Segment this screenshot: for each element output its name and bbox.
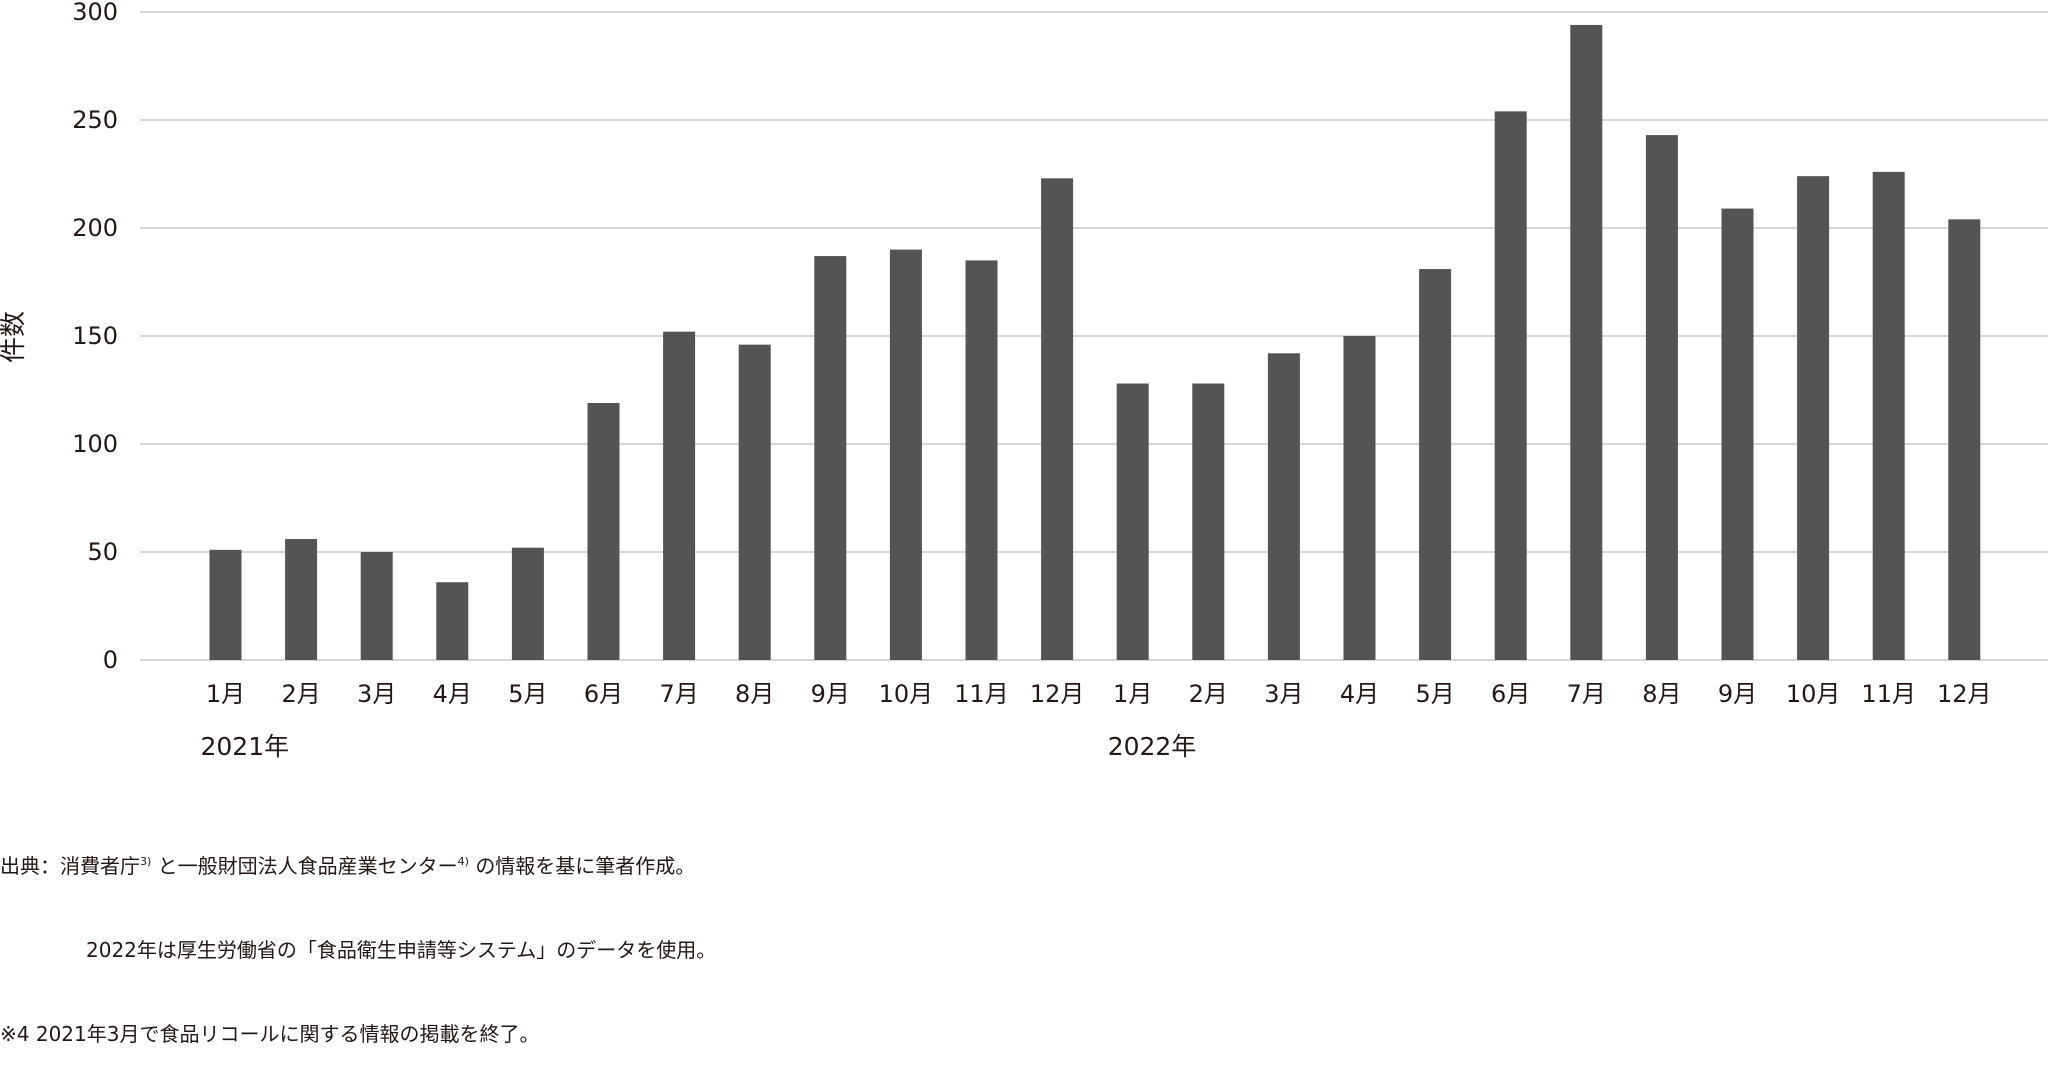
bar xyxy=(814,256,847,660)
x-tick-label: 7月 xyxy=(1567,680,1606,708)
note-line-recall-end: ※4 2021年3月で食品リコールに関する情報の掲載を終了。 xyxy=(0,1022,540,1046)
y-tick-label: 50 xyxy=(87,538,118,566)
x-tick-label: 1月 xyxy=(1113,680,1152,708)
bar xyxy=(1267,353,1300,660)
x-tick-label: 8月 xyxy=(735,680,774,708)
x-tick-label: 9月 xyxy=(1718,680,1757,708)
note-ref-3: 3) xyxy=(140,855,152,868)
x-tick-label: 11月 xyxy=(1861,680,1916,708)
y-tick-label: 300 xyxy=(72,0,118,26)
bar xyxy=(1570,24,1603,660)
bar xyxy=(587,402,620,660)
source-notes: 出典：消費者庁3) と一般財団法人食品産業センター4) の情報を基に筆者作成。 … xyxy=(0,796,716,1076)
bar xyxy=(889,249,922,660)
bar xyxy=(360,552,393,660)
note-source: 出典：消費者庁3) と一般財団法人食品産業センター4) の情報を基に筆者作成。 xyxy=(0,852,716,880)
x-tick-label: 8月 xyxy=(1642,680,1681,708)
x-tick-label: 5月 xyxy=(1415,680,1454,708)
year-labels: 2021年 2022年 xyxy=(201,732,1197,761)
x-tick-label: 10月 xyxy=(1786,680,1841,708)
bar xyxy=(1645,135,1678,660)
x-tick-label: 2月 xyxy=(1189,680,1228,708)
x-tick-label: 12月 xyxy=(1030,680,1085,708)
bar xyxy=(1494,111,1527,661)
x-tick-label: 3月 xyxy=(1264,680,1303,708)
x-tick-label: 11月 xyxy=(954,680,1009,708)
bar xyxy=(1343,336,1376,660)
y-axis-label: 件数 xyxy=(0,311,29,363)
x-tick-label: 12月 xyxy=(1937,680,1992,708)
x-axis-ticks: 1月 2月 3月 4月 5月 6月 7月 8月 9月 10月 11月 12月 1月 2月 3月 4月 5月 6月 7… xyxy=(206,680,1992,708)
bar xyxy=(1797,176,1830,660)
x-tick-label: 6月 xyxy=(584,680,623,708)
bar xyxy=(1721,208,1754,660)
note-ref-4: 4) xyxy=(457,855,469,868)
bars xyxy=(209,24,1981,661)
note-line-2022: 2022年は厚生労働省の「食品衛生申請等システム」のデータを使用。 xyxy=(86,938,717,962)
bar-chart: 0 50 100 150 200 250 300 1月 2月 3月 4月 5月 6月 7月 8月 9月 10月… xyxy=(0,0,2048,761)
note-source-prefix: 出典：消費者庁 xyxy=(0,854,140,878)
x-tick-label: 7月 xyxy=(659,680,698,708)
bar xyxy=(663,331,696,660)
year-label: 2021年 xyxy=(201,732,290,761)
y-tick-label: 0 xyxy=(103,646,118,674)
x-tick-label: 5月 xyxy=(508,680,547,708)
x-tick-label: 4月 xyxy=(433,680,472,708)
bar xyxy=(1948,219,1981,661)
bar xyxy=(965,260,998,660)
bar xyxy=(436,582,469,660)
y-tick-label: 200 xyxy=(72,214,118,242)
bar xyxy=(1419,269,1452,660)
bar xyxy=(1192,383,1225,660)
x-tick-label: 9月 xyxy=(811,680,850,708)
x-tick-label: 1月 xyxy=(206,680,245,708)
year-label: 2022年 xyxy=(1108,732,1197,761)
note-source-suffix: の情報を基に筆者作成。 xyxy=(475,854,696,878)
note-source-mid: と一般財団法人食品産業センター xyxy=(157,854,458,878)
x-tick-label: 10月 xyxy=(879,680,934,708)
y-tick-label: 250 xyxy=(72,106,118,134)
y-axis-ticks: 0 50 100 150 200 250 300 xyxy=(72,0,118,674)
bar xyxy=(285,539,318,660)
bar xyxy=(511,547,544,660)
y-tick-label: 100 xyxy=(72,430,118,458)
x-tick-label: 4月 xyxy=(1340,680,1379,708)
gridlines xyxy=(140,11,2048,661)
y-tick-label: 150 xyxy=(72,322,118,350)
bar xyxy=(209,549,242,660)
x-tick-label: 2月 xyxy=(281,680,320,708)
bar xyxy=(1041,178,1074,660)
bar xyxy=(1116,383,1149,660)
bar xyxy=(1872,171,1905,660)
bar xyxy=(738,344,771,660)
x-tick-label: 3月 xyxy=(357,680,396,708)
x-tick-label: 6月 xyxy=(1491,680,1530,708)
